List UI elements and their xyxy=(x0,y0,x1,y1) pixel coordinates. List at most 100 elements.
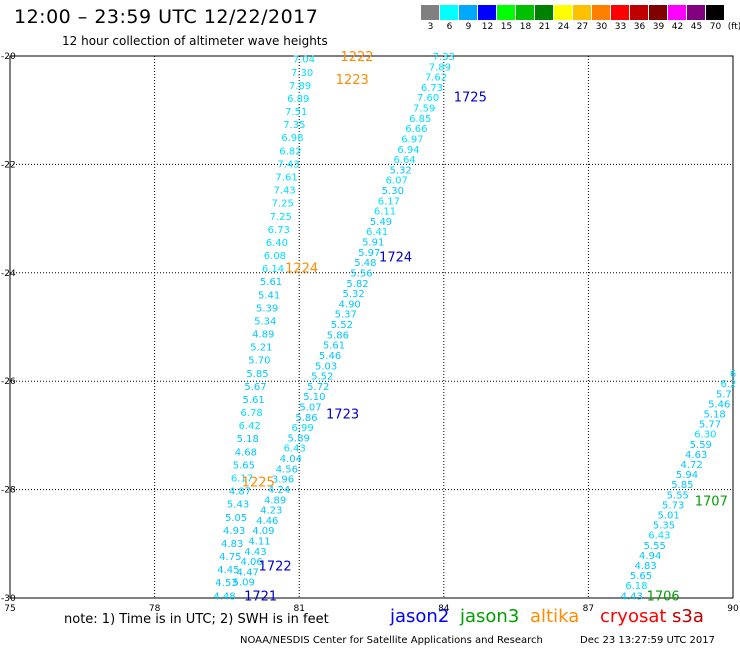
swh-value: 5.73 xyxy=(662,500,684,511)
swh-value: 3.96 xyxy=(272,475,294,486)
scale-swatch-9 xyxy=(459,5,478,20)
swh-value: 4.90 xyxy=(339,299,361,310)
swh-value: 5.65 xyxy=(630,571,652,582)
scale-swatch-42 xyxy=(668,5,687,20)
swh-value: 5.37 xyxy=(335,310,357,321)
time-label-1721: 1721 xyxy=(244,589,277,604)
swh-value: 6.82 xyxy=(279,146,301,157)
swh-value: 6.98 xyxy=(281,133,303,144)
scale-label-30: 30 xyxy=(595,22,608,32)
swh-value: 6.17 xyxy=(378,196,400,207)
swh-value: 7.60 xyxy=(417,93,439,104)
swh-value: 4.23 xyxy=(260,506,282,517)
scale-label-42: 42 xyxy=(671,22,684,32)
swh-value: 7.33 xyxy=(433,52,455,63)
swh-value: 6.97 xyxy=(401,134,423,145)
swh-value: 4.43 xyxy=(244,547,266,558)
swh-value: 4.75 xyxy=(219,552,241,563)
swh-value: 4.24 xyxy=(268,485,290,496)
swh-value: 6.14 xyxy=(262,264,284,275)
swh-value: 5.52 xyxy=(331,320,353,331)
swh-value: 7.62 xyxy=(425,73,447,84)
swh-value: 6.85 xyxy=(409,114,431,125)
scale-swatch-24 xyxy=(554,5,573,20)
swh-value: 5.43 xyxy=(227,500,249,511)
swh-value: 5.49 xyxy=(370,217,392,228)
swh-value: 4.83 xyxy=(221,539,243,550)
legend-s3a: s3a xyxy=(672,606,704,627)
swh-value: 6.17 xyxy=(231,474,253,485)
scale-swatch-30 xyxy=(592,5,611,20)
swh-value: 4.94 xyxy=(639,551,661,562)
swh-value: 6.66 xyxy=(405,124,427,135)
swh-value: 6.11 xyxy=(374,207,396,218)
page-subtitle: 12 hour collection of altimeter wave hei… xyxy=(62,34,328,48)
lat-tick--22: -22 xyxy=(1,160,16,170)
lon-tick-78: 78 xyxy=(149,604,161,614)
swh-value: 6.73 xyxy=(268,225,290,236)
scale-label-3: 3 xyxy=(427,22,434,32)
swh-value: 4.72 xyxy=(680,460,702,471)
swh-value: 5.65 xyxy=(233,460,255,471)
swh-value: 5.61 xyxy=(260,277,282,288)
legend-jason3: jason3 xyxy=(460,606,520,627)
swh-value: 6.94 xyxy=(397,145,419,156)
swh-value: 5.05 xyxy=(225,513,247,524)
swh-value: 4.89 xyxy=(264,495,286,506)
swh-value: 4.93 xyxy=(223,526,245,537)
scale-label-24: 24 xyxy=(557,22,570,32)
swh-value: 7.89 xyxy=(429,62,451,73)
scale-label-33: 33 xyxy=(614,22,627,32)
scale-swatch-21 xyxy=(535,5,554,20)
swh-value: 6 xyxy=(730,369,736,380)
page-title: 12:00 – 23:59 UTC 12/22/2017 xyxy=(14,6,319,28)
swh-value: 5.89 xyxy=(288,433,310,444)
swh-value: 4.11 xyxy=(248,537,270,548)
legend-jason2: jason2 xyxy=(390,606,450,627)
swh-value: 5.94 xyxy=(676,470,698,481)
scale-swatch-33 xyxy=(611,5,630,20)
swh-value: 5.07 xyxy=(299,402,321,413)
swh-value: 5.32 xyxy=(342,289,364,300)
scale-swatch-3 xyxy=(421,5,440,20)
swh-value: 6.42 xyxy=(239,421,261,432)
scale-swatch-45 xyxy=(687,5,706,20)
scale-label-36: 36 xyxy=(633,22,646,32)
swh-value: 5.85 xyxy=(246,369,268,380)
swh-value: 5.55 xyxy=(644,541,666,552)
credit-text: NOAA/NESDIS Center for Satellite Applica… xyxy=(240,635,543,646)
swh-value: 6.08 xyxy=(264,251,286,262)
swh-value: 5.10 xyxy=(303,392,325,403)
swh-value: 5.34 xyxy=(254,316,276,327)
swh-value: 4.48 xyxy=(213,591,235,602)
swh-value: 6.73 xyxy=(421,83,443,94)
swh-value: 5.86 xyxy=(295,413,317,424)
swh-value: 7.89 xyxy=(289,81,311,92)
scale-swatch-39 xyxy=(649,5,668,20)
scale-swatch-27 xyxy=(573,5,592,20)
units-note: note: 1) Time is in UTC; 2) SWH is in fe… xyxy=(64,612,329,627)
lon-tick-81: 81 xyxy=(293,604,304,614)
swh-value: 6.99 xyxy=(291,423,313,434)
swh-value: 4.87 xyxy=(229,487,251,498)
swh-value: 5.67 xyxy=(244,382,266,393)
scale-swatch-12 xyxy=(478,5,497,20)
swh-value: 5.41 xyxy=(258,290,280,301)
scale-swatch-15 xyxy=(497,5,516,20)
swh-value: 4.06 xyxy=(240,557,262,568)
swh-value: 7.51 xyxy=(285,107,307,118)
lat-tick--26: -26 xyxy=(1,377,16,387)
lon-tick-75: 75 xyxy=(4,604,15,614)
scale-swatch-18 xyxy=(516,5,535,20)
legend-cryosat: cryosat xyxy=(600,606,667,627)
scale-label-27: 27 xyxy=(576,22,589,32)
lon-tick-87: 87 xyxy=(583,604,594,614)
swh-value: 4.56 xyxy=(276,464,298,475)
scale-label-9: 9 xyxy=(465,22,472,32)
swh-value: 5.01 xyxy=(657,510,679,521)
time-label-1723: 1723 xyxy=(326,408,359,423)
time-label-1223: 1223 xyxy=(336,73,369,88)
swh-value: 5.61 xyxy=(323,341,345,352)
lon-tick-84: 84 xyxy=(438,604,450,614)
swh-value: 5.55 xyxy=(667,490,689,501)
